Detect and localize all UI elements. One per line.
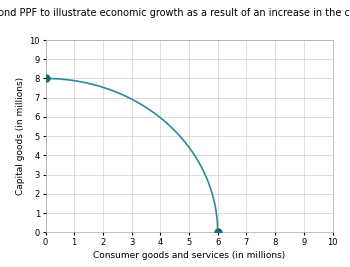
Y-axis label: Capital goods (in millions): Capital goods (in millions) — [16, 77, 25, 195]
Point — [215, 230, 220, 234]
Text: Use the second PPF to illustrate economic growth as a result of an increase in t: Use the second PPF to illustrate economi… — [0, 8, 350, 18]
X-axis label: Consumer goods and services (in millions): Consumer goods and services (in millions… — [93, 251, 285, 260]
Point — [43, 76, 48, 81]
